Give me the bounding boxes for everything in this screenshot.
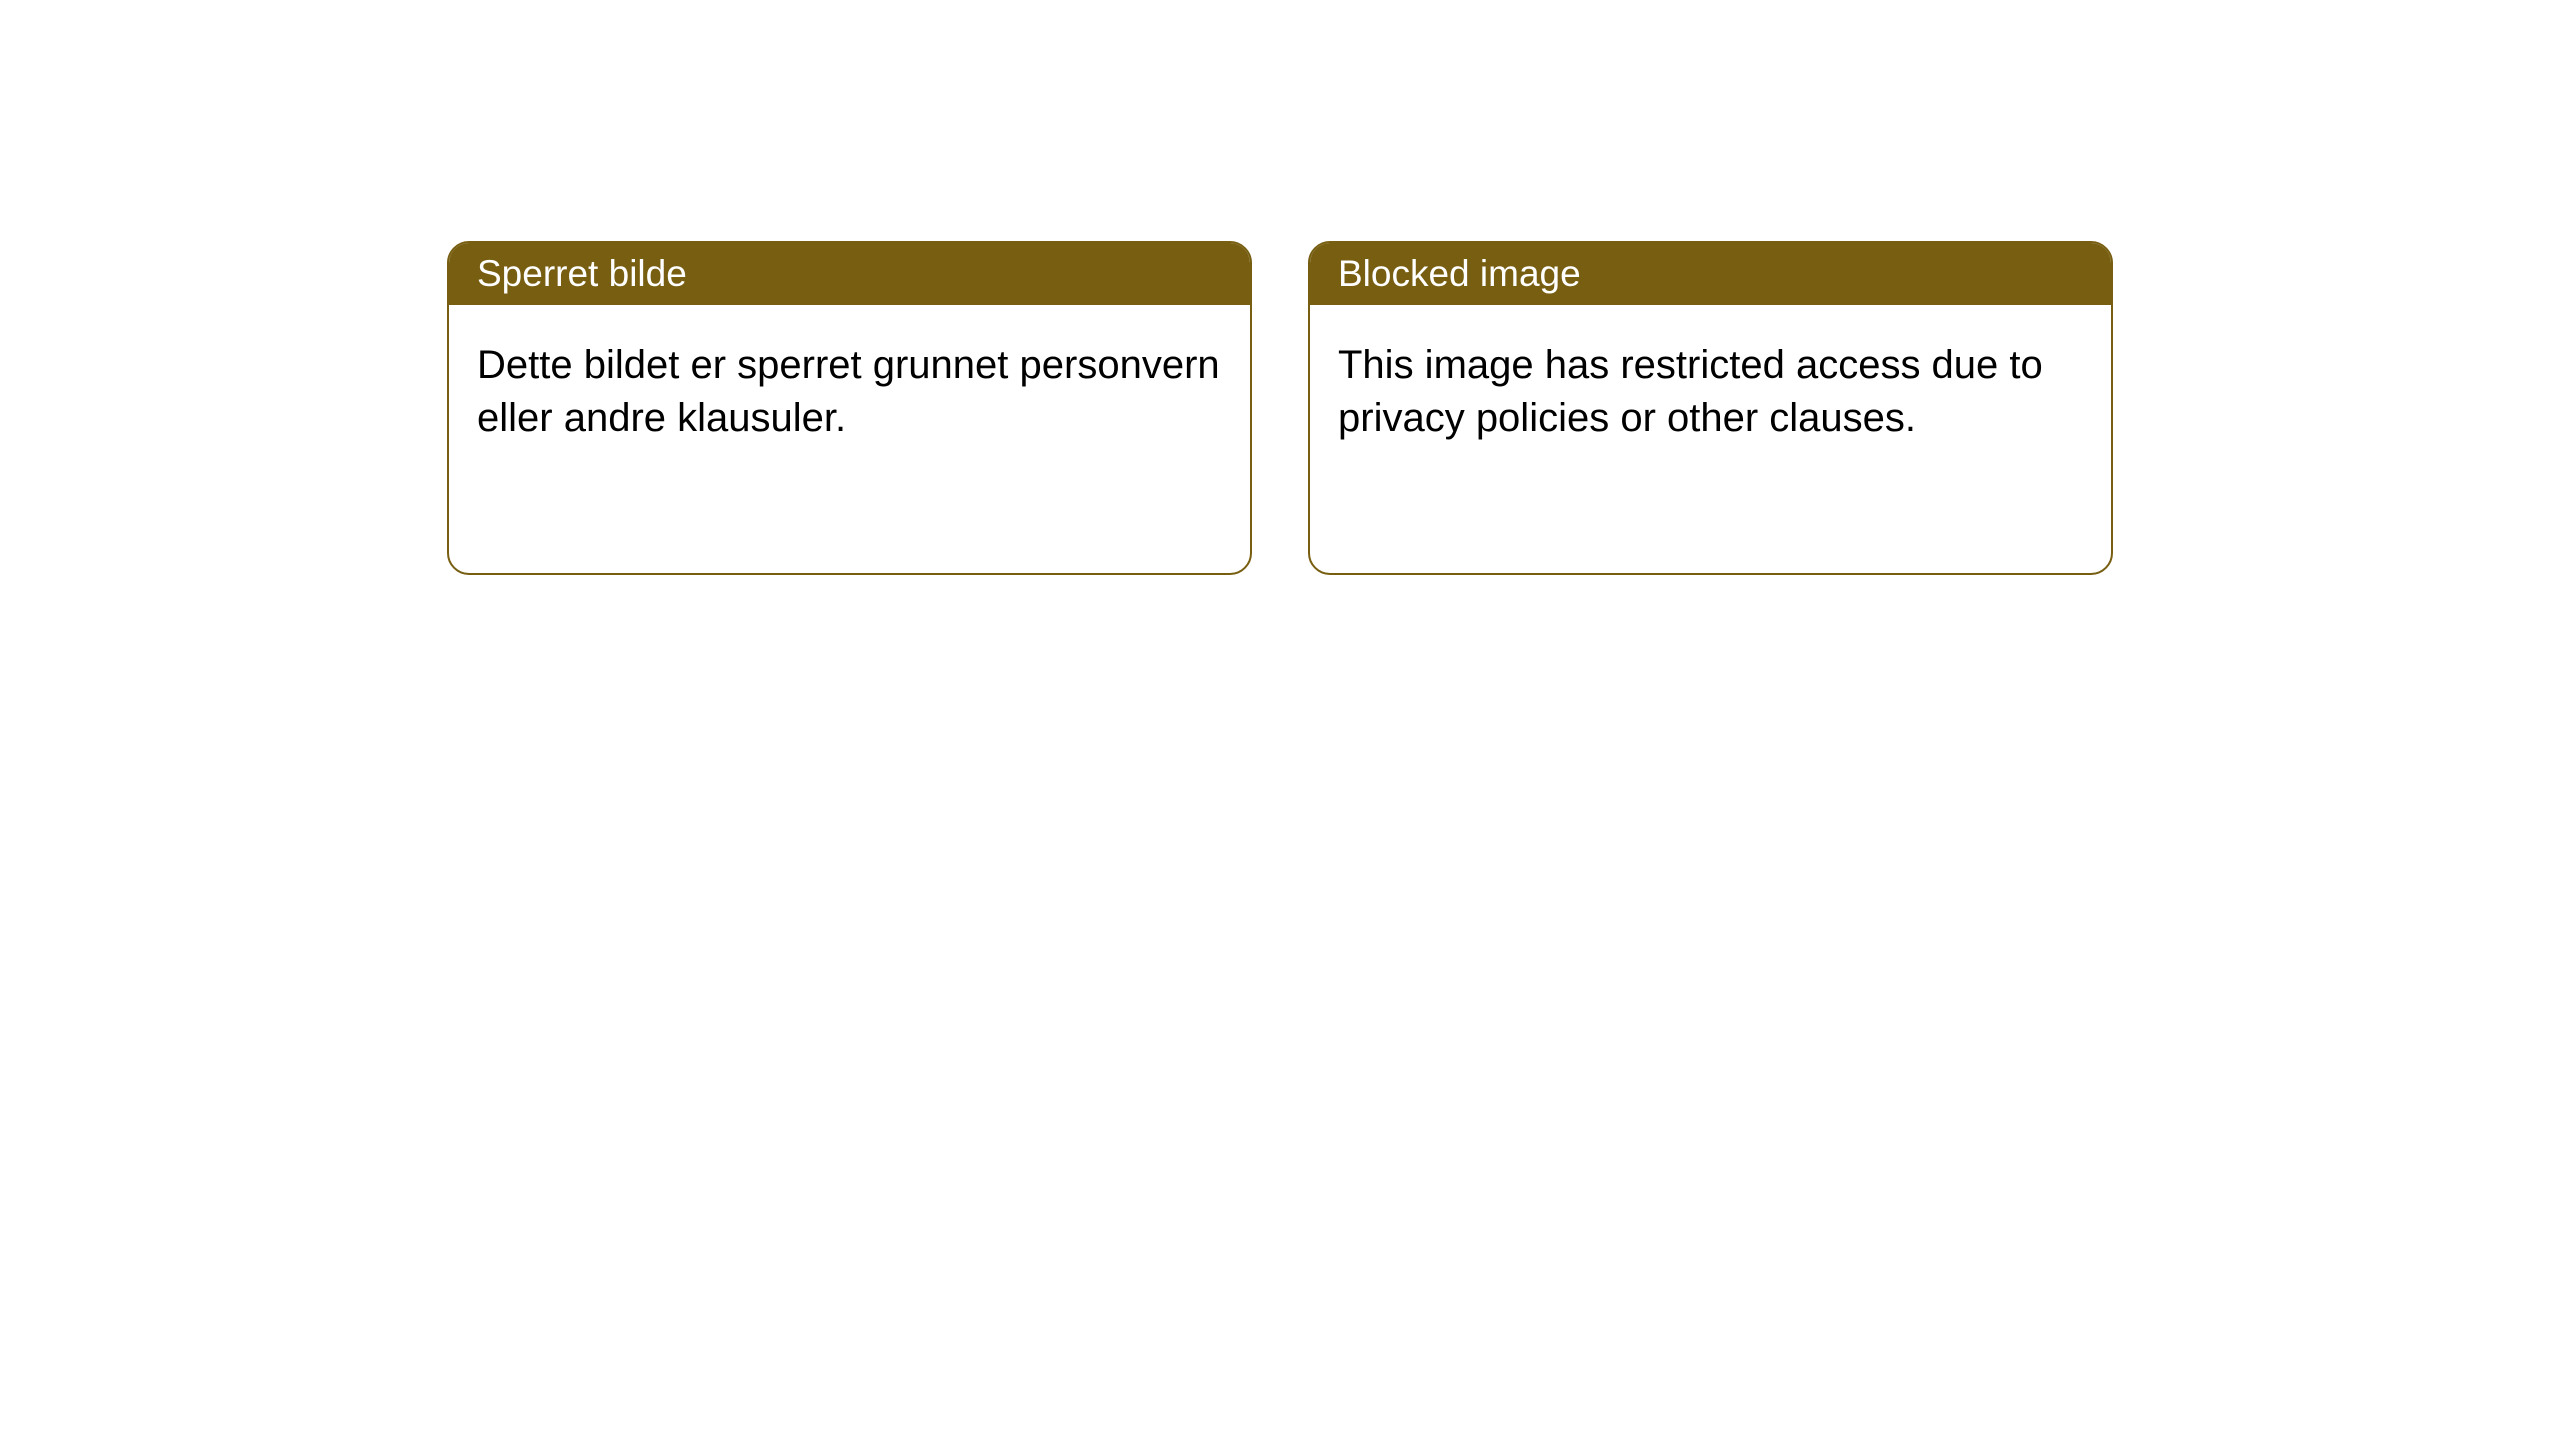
card-header: Sperret bilde [449,243,1250,305]
card-body-text: This image has restricted access due to … [1338,343,2043,440]
card-body: Dette bildet er sperret grunnet personve… [449,305,1250,479]
card-body: This image has restricted access due to … [1310,305,2111,479]
card-body-text: Dette bildet er sperret grunnet personve… [477,343,1220,440]
notice-cards-container: Sperret bilde Dette bildet er sperret gr… [447,241,2113,575]
notice-card-norwegian: Sperret bilde Dette bildet er sperret gr… [447,241,1252,575]
card-title: Blocked image [1338,253,1581,294]
card-title: Sperret bilde [477,253,687,294]
notice-card-english: Blocked image This image has restricted … [1308,241,2113,575]
card-header: Blocked image [1310,243,2111,305]
